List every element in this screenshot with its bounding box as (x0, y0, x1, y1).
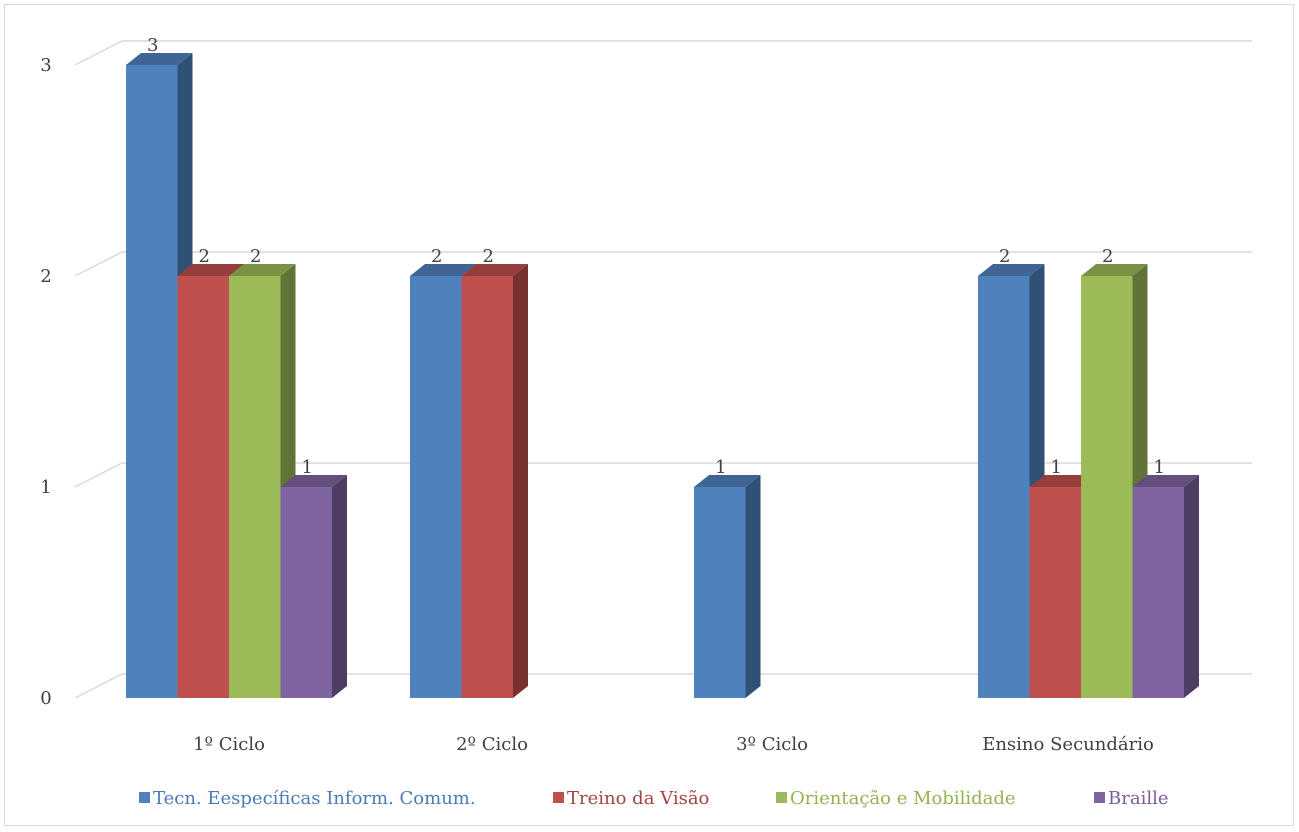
data-label: 2 (999, 246, 1010, 267)
bar-front (1081, 276, 1133, 698)
legend-label: Treino da Visão (567, 788, 709, 809)
legend-item: Treino da Visão (553, 788, 709, 809)
data-label: 2 (1102, 246, 1113, 267)
bar-front (280, 487, 332, 698)
bar (694, 475, 761, 698)
legend-swatch (776, 792, 787, 803)
bar-front (978, 276, 1030, 698)
bar-top (1029, 475, 1096, 487)
bar-top (694, 475, 761, 487)
data-label: 2 (483, 246, 494, 267)
bar-front (1132, 487, 1184, 698)
bar-side (745, 475, 761, 698)
bar-front (410, 276, 462, 698)
gridline-depth (74, 251, 123, 277)
category-label: Ensino Secundário (982, 734, 1154, 755)
y-tick-label: 3 (40, 55, 51, 76)
bar (280, 475, 347, 698)
bar-side (332, 475, 347, 698)
legend-swatch (1094, 792, 1105, 803)
bar-top (410, 264, 477, 276)
y-tick-label: 0 (40, 688, 51, 709)
legend-item: Tecn. Eespecíficas Inform. Comum. (139, 788, 476, 809)
legend-swatch (553, 792, 564, 803)
legend-item: Braille (1094, 788, 1169, 809)
bar-top (461, 264, 528, 276)
data-label: 3 (147, 35, 158, 56)
bar (461, 264, 528, 698)
bar-top (229, 264, 296, 276)
y-tick-label: 2 (40, 266, 51, 287)
bar-front (1029, 487, 1081, 698)
bar-side (1184, 475, 1199, 698)
data-label: 1 (715, 457, 726, 478)
legend-label: Orientação e Mobilidade (790, 788, 1016, 809)
bar-top (1081, 264, 1148, 276)
gridline-depth (74, 40, 123, 66)
legend-label: Tecn. Eespecíficas Inform. Comum. (153, 788, 476, 809)
bar (229, 264, 296, 698)
legend-item: Orientação e Mobilidade (776, 788, 1016, 809)
gridline-depth (74, 462, 123, 488)
bar-side (513, 264, 528, 698)
bar-top (177, 264, 244, 276)
bar-top (126, 53, 193, 65)
data-label: 2 (199, 246, 210, 267)
bar-front (126, 65, 178, 698)
data-label: 2 (250, 246, 261, 267)
category-label: 2º Ciclo (456, 734, 528, 755)
category-label: 1º Ciclo (193, 734, 265, 755)
legend-swatch (139, 792, 150, 803)
gridline-depth (74, 673, 123, 699)
bar (1132, 475, 1199, 698)
data-label: 1 (1051, 457, 1062, 478)
data-label: 2 (431, 246, 442, 267)
bar-top (280, 475, 347, 487)
data-label: 1 (1154, 457, 1165, 478)
bar-front (461, 276, 513, 698)
bar-front (229, 276, 281, 698)
bar (1081, 264, 1148, 698)
data-label: 1 (302, 457, 313, 478)
bar-front (177, 276, 229, 698)
bar-front (694, 487, 746, 698)
legend-label: Braille (1108, 788, 1169, 809)
bar-top (978, 264, 1045, 276)
y-tick-label: 1 (40, 477, 51, 498)
category-label: 3º Ciclo (736, 734, 808, 755)
bar-top (1132, 475, 1199, 487)
